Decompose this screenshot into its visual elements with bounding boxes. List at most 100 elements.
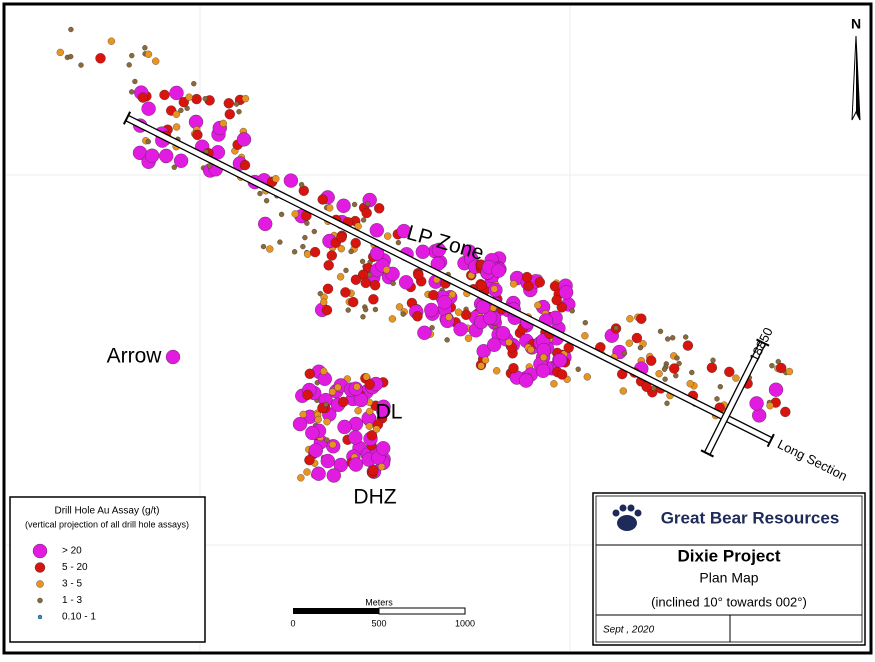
drill-assay [372, 306, 379, 313]
drill-assay [353, 383, 361, 391]
drill-assay [309, 246, 321, 258]
drill-assay [453, 322, 468, 337]
drill-assay [631, 332, 643, 344]
drill-assay [626, 315, 634, 323]
drill-assay [376, 403, 391, 419]
drill-assay [552, 353, 568, 368]
drill-assay [283, 173, 299, 188]
drill-assay [278, 211, 285, 218]
drill-assay [304, 454, 315, 466]
drill-assay [521, 271, 533, 283]
drill-assay [324, 437, 330, 443]
drill-assay [780, 406, 791, 418]
drill-assay [348, 248, 354, 255]
legend-symbol [34, 562, 46, 573]
drill-assay [670, 335, 676, 341]
legend-symbol [37, 597, 43, 604]
drill-assay [527, 346, 535, 354]
drill-assay [132, 78, 138, 85]
drill-assay [661, 366, 668, 372]
drill-assay [769, 363, 775, 369]
drill-assay [152, 57, 160, 65]
map-type: Plan Map [699, 570, 758, 586]
drill-assay [191, 81, 197, 87]
drill-assay [317, 290, 323, 297]
drill-assay [305, 425, 320, 441]
drill-assay [142, 45, 148, 51]
drill-assay [172, 123, 181, 131]
drill-assay [437, 295, 452, 310]
drill-assay [314, 415, 322, 424]
drill-assay [172, 110, 181, 118]
drill-assay [360, 314, 366, 320]
drill-assay [366, 430, 378, 441]
drill-assay [141, 101, 156, 116]
legend-title: Drill Hole Au Assay (g/t) [54, 506, 159, 517]
zone-label: DL [376, 401, 403, 424]
drill-assay [398, 275, 414, 290]
drill-assay [752, 408, 767, 423]
drill-assay [107, 37, 116, 45]
drill-assay [129, 89, 135, 95]
cross-section-line [700, 338, 770, 458]
drill-assay [78, 62, 84, 68]
drill-assay [165, 349, 181, 365]
drill-assay [326, 204, 334, 212]
drill-assay [302, 234, 308, 241]
drill-assays [56, 26, 794, 483]
drill-assay [483, 310, 498, 325]
drill-assay [334, 383, 342, 392]
drill-assay [665, 336, 671, 342]
drill-assay [619, 387, 627, 395]
drill-assay [354, 407, 362, 415]
drill-assay [202, 96, 208, 102]
drill-assay [575, 366, 581, 372]
drill-assay [192, 129, 203, 141]
drill-assay [444, 337, 450, 343]
drill-assay [337, 419, 352, 435]
legend-symbol [37, 614, 43, 620]
legend-symbol [36, 580, 44, 588]
drill-assay [390, 280, 396, 287]
drill-assay [369, 280, 381, 291]
drill-assay [368, 465, 379, 476]
drill-assay [336, 198, 351, 213]
drill-assay [689, 369, 695, 376]
company-name: Great Bear Resources [661, 508, 840, 527]
drill-assay [241, 94, 250, 103]
drill-assay [395, 239, 402, 246]
drill-assay [518, 373, 534, 388]
legend-label: 0.10 - 1 [62, 612, 96, 623]
drill-assay [365, 422, 373, 430]
drill-assay [556, 369, 568, 380]
drill-assay [413, 269, 424, 281]
drill-assay [304, 220, 310, 226]
drill-assay [329, 440, 337, 449]
scale-tick-label: 1000 [455, 618, 475, 628]
drill-assay [311, 228, 317, 235]
drill-assay [460, 309, 472, 320]
legend-symbol [32, 543, 48, 559]
drill-assay [299, 410, 307, 419]
drill-assay [717, 384, 723, 390]
scale-segment [378, 607, 466, 615]
drill-assay [581, 332, 589, 340]
drill-assay [495, 326, 511, 341]
drill-assay [224, 109, 235, 120]
drill-assay [637, 345, 644, 351]
drill-assay [171, 164, 177, 170]
north-label: N [851, 16, 861, 32]
drill-assay [343, 267, 349, 274]
drill-assay [236, 132, 252, 147]
drill-assay [326, 250, 337, 261]
legend-subtitle: (vertical projection of all drill hole a… [25, 519, 189, 529]
title-block: Great Bear Resources Dixie Project Plan … [592, 492, 866, 646]
drill-assay [686, 380, 694, 388]
drill-assay [137, 92, 149, 103]
drill-assay [266, 245, 274, 253]
scale-segment [293, 608, 379, 614]
drill-assay [338, 396, 349, 408]
drill-assay [292, 416, 308, 432]
drill-assay [710, 357, 716, 363]
drill-assay [323, 418, 331, 426]
